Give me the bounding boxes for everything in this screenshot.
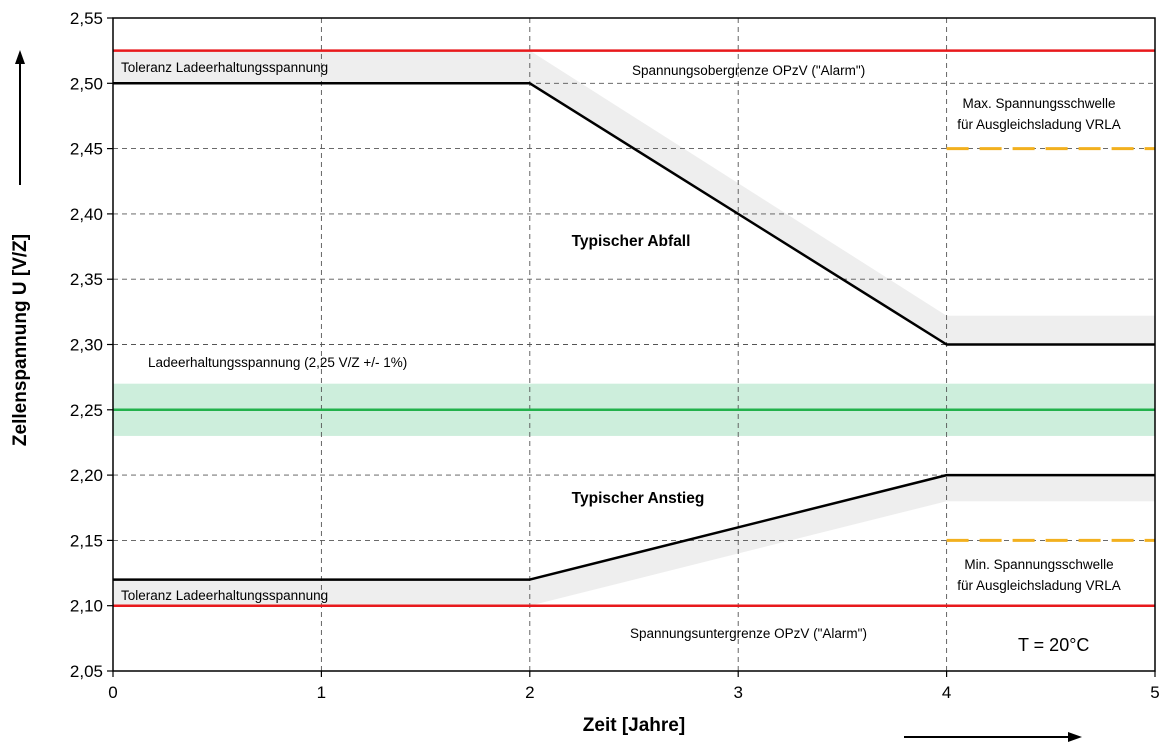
toleranz-top-label: Toleranz Ladeerhaltungsspannung (121, 60, 328, 75)
ticks: 0 1 2 3 4 5 2,05 2,10 2,15 2,20 2,25 2,30 2,35 2,40 2,… (70, 9, 1160, 702)
x-tick-label-3: 3 (733, 683, 742, 702)
series (113, 82, 1155, 581)
y-tick-label-2: 2,15 (70, 531, 103, 550)
y-tick-label-10: 2,55 (70, 9, 103, 28)
y-tick-label-0: 2,05 (70, 662, 103, 681)
x-tick-label-0: 0 (108, 683, 117, 702)
reference-lines (113, 49, 1155, 607)
y-tick-label-9: 2,50 (70, 74, 103, 93)
x-tick-label-2: 2 (525, 683, 534, 702)
temperature-label: T = 20°C (1018, 635, 1089, 655)
ladeerhaltung-label: Ladeerhaltungsspannung (2,25 V/Z +/- 1%) (148, 355, 407, 370)
y-tick-label-5: 2,30 (70, 336, 103, 355)
x-tick-label-4: 4 (942, 683, 951, 702)
bands (113, 50, 1155, 606)
y-axis-arrow (15, 50, 25, 185)
y-tick-label-3: 2,20 (70, 466, 103, 485)
abfall-label: Typischer Abfall (572, 233, 691, 250)
toleranz-bottom-label: Toleranz Ladeerhaltungsspannung (121, 588, 328, 603)
x-tick-label-5: 5 (1150, 683, 1159, 702)
y-axis-label: Zellenspannung U [V/Z] (10, 234, 31, 446)
y-tick-label-4: 2,25 (70, 401, 103, 420)
series-line-typischer-anstieg (113, 473, 1155, 581)
obergrenze-label: Spannungsobergrenze OPzV ("Alarm") (632, 63, 865, 78)
x-tick-label-1: 1 (317, 683, 326, 702)
max-threshold-label-line1: Max. Spannungsschwelle (962, 96, 1115, 111)
max-threshold-label-line2: für Ausgleichsladung VRLA (957, 117, 1121, 132)
untergrenze-label: Spannungsuntergrenze OPzV ("Alarm") (630, 626, 867, 641)
series-line-typischer-abfall (113, 82, 1155, 346)
anstieg-label: Typischer Anstieg (572, 490, 705, 507)
min-threshold-label-line1: Min. Spannungsschwelle (964, 557, 1113, 572)
min-threshold-label-line2: für Ausgleichsladung VRLA (957, 578, 1121, 593)
band-toleranz-ladeerhaltungsspannung-oben (113, 50, 1155, 345)
y-tick-label-8: 2,45 (70, 140, 103, 159)
x-axis-label: Zeit [Jahre] (583, 715, 685, 736)
y-tick-label-1: 2,10 (70, 597, 103, 616)
y-tick-label-7: 2,40 (70, 205, 103, 224)
band-toleranz-ladeerhaltungsspannung-unten (113, 475, 1155, 606)
y-tick-label-6: 2,35 (70, 270, 103, 289)
x-axis-arrow (904, 732, 1082, 742)
